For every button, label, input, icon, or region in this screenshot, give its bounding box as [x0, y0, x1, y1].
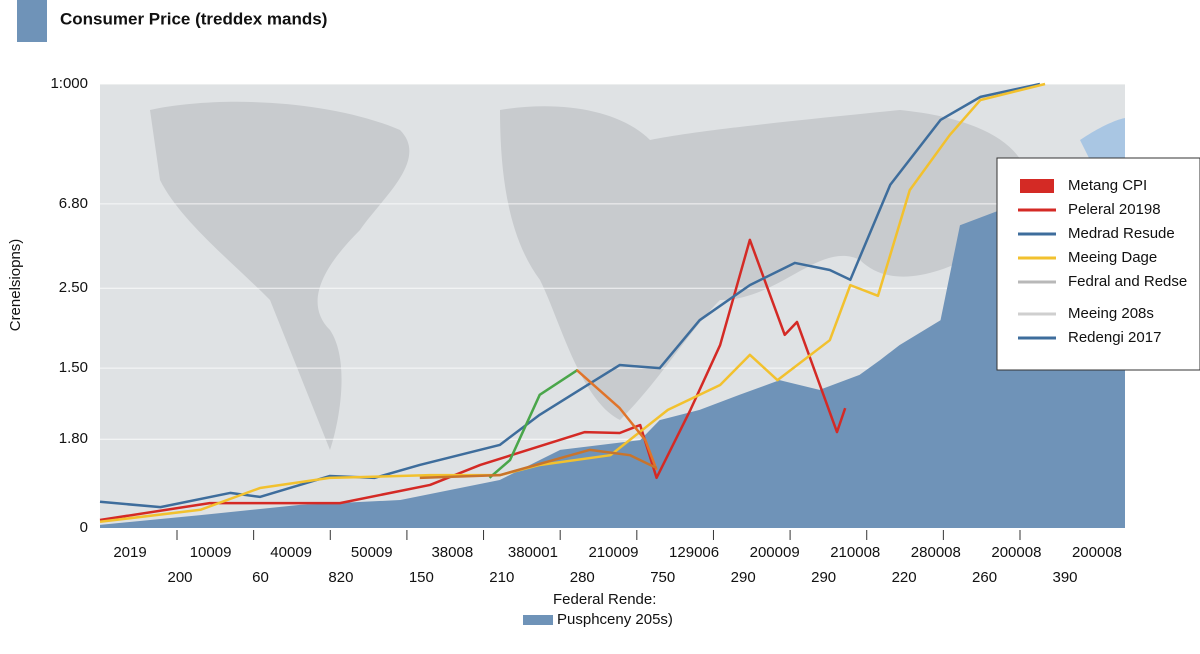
- x-tick-label-secondary: 210: [489, 569, 514, 586]
- legend-entries: Metang CPI Peleral 20198 Medrad Resude Meei…: [1018, 177, 1187, 346]
- y-tick-label: 1.50: [59, 359, 88, 376]
- x-tick-label-secondary: 290: [731, 569, 756, 586]
- grid: 1:000 6.80 2.50 1.50 1.80 0 2019 10009 40009 5000…: [50, 75, 1125, 586]
- legend-swatch: [1020, 179, 1054, 193]
- x-tick-label: 200008: [1072, 544, 1122, 561]
- x-tick-label-secondary: 820: [328, 569, 353, 586]
- series-line: [575, 369, 658, 471]
- title-badge: [17, 0, 47, 42]
- x-tick-label: 280008: [911, 544, 961, 561]
- legend: [996, 157, 1200, 371]
- map-water: [1080, 118, 1125, 160]
- y-axis-label: Crenelsiopns): [7, 239, 24, 332]
- x-tick-label: 10009: [190, 544, 232, 561]
- series-line: [99, 82, 1041, 509]
- x-tick-label: 40009: [270, 544, 312, 561]
- chart-title: Consumer Price (treddex mands): [60, 9, 327, 28]
- bottom-legend-title: Federal Rende:: [553, 591, 656, 608]
- series-line: [419, 448, 658, 480]
- x-tick-label: 129006: [669, 544, 719, 561]
- x-tick-label: 2019: [113, 544, 146, 561]
- legend-label: Meeing Dage: [1068, 249, 1157, 266]
- x-tick-label-secondary: 750: [650, 569, 675, 586]
- y-tick-label: 2.50: [59, 279, 88, 296]
- x-tick-label-secondary: 260: [972, 569, 997, 586]
- legend-box: [996, 157, 1200, 371]
- x-tick-label: 200008: [991, 544, 1041, 561]
- x-tick-label: 210008: [830, 544, 880, 561]
- y-tick-label: 6.80: [59, 195, 88, 212]
- legend-label: Metang CPI: [1068, 177, 1147, 194]
- x-tick-label-secondary: 150: [409, 569, 434, 586]
- legend-label: Medrad Resude: [1068, 225, 1175, 242]
- x-tick-label-secondary: 220: [892, 569, 917, 586]
- area: [100, 205, 1125, 528]
- x-tick-label: 200009: [750, 544, 800, 561]
- legend-label: Meeing 208s: [1068, 305, 1154, 322]
- y-tick-label: 1:000: [50, 75, 88, 92]
- x-tick-label-secondary: 60: [252, 569, 269, 586]
- marks: [99, 82, 1125, 528]
- y-tick-label: 1.80: [59, 430, 88, 447]
- x-tick-label: 380001: [508, 544, 558, 561]
- legend-label: Fedral and Redse: [1068, 273, 1187, 290]
- bottom-legend-swatch: [523, 615, 553, 625]
- y-tick-label: 0: [80, 519, 88, 536]
- series-line: [99, 82, 1046, 524]
- x-tick-label: 38008: [431, 544, 473, 561]
- x-tick-label-secondary: 290: [811, 569, 836, 586]
- legend-label: Peleral 20198: [1068, 201, 1161, 218]
- x-tick-label: 210009: [588, 544, 638, 561]
- map-land: [150, 101, 410, 450]
- legend-label: Redengi 2017: [1068, 329, 1161, 346]
- x-tick-label: 50009: [351, 544, 393, 561]
- bottom-legend-label: Pusphceny 205s): [557, 611, 673, 628]
- map-land: [500, 106, 1029, 420]
- series-line: [488, 368, 579, 479]
- x-tick-label-secondary: 200: [167, 569, 192, 586]
- x-tick-label-secondary: 390: [1052, 569, 1077, 586]
- x-tick-label-secondary: 280: [570, 569, 595, 586]
